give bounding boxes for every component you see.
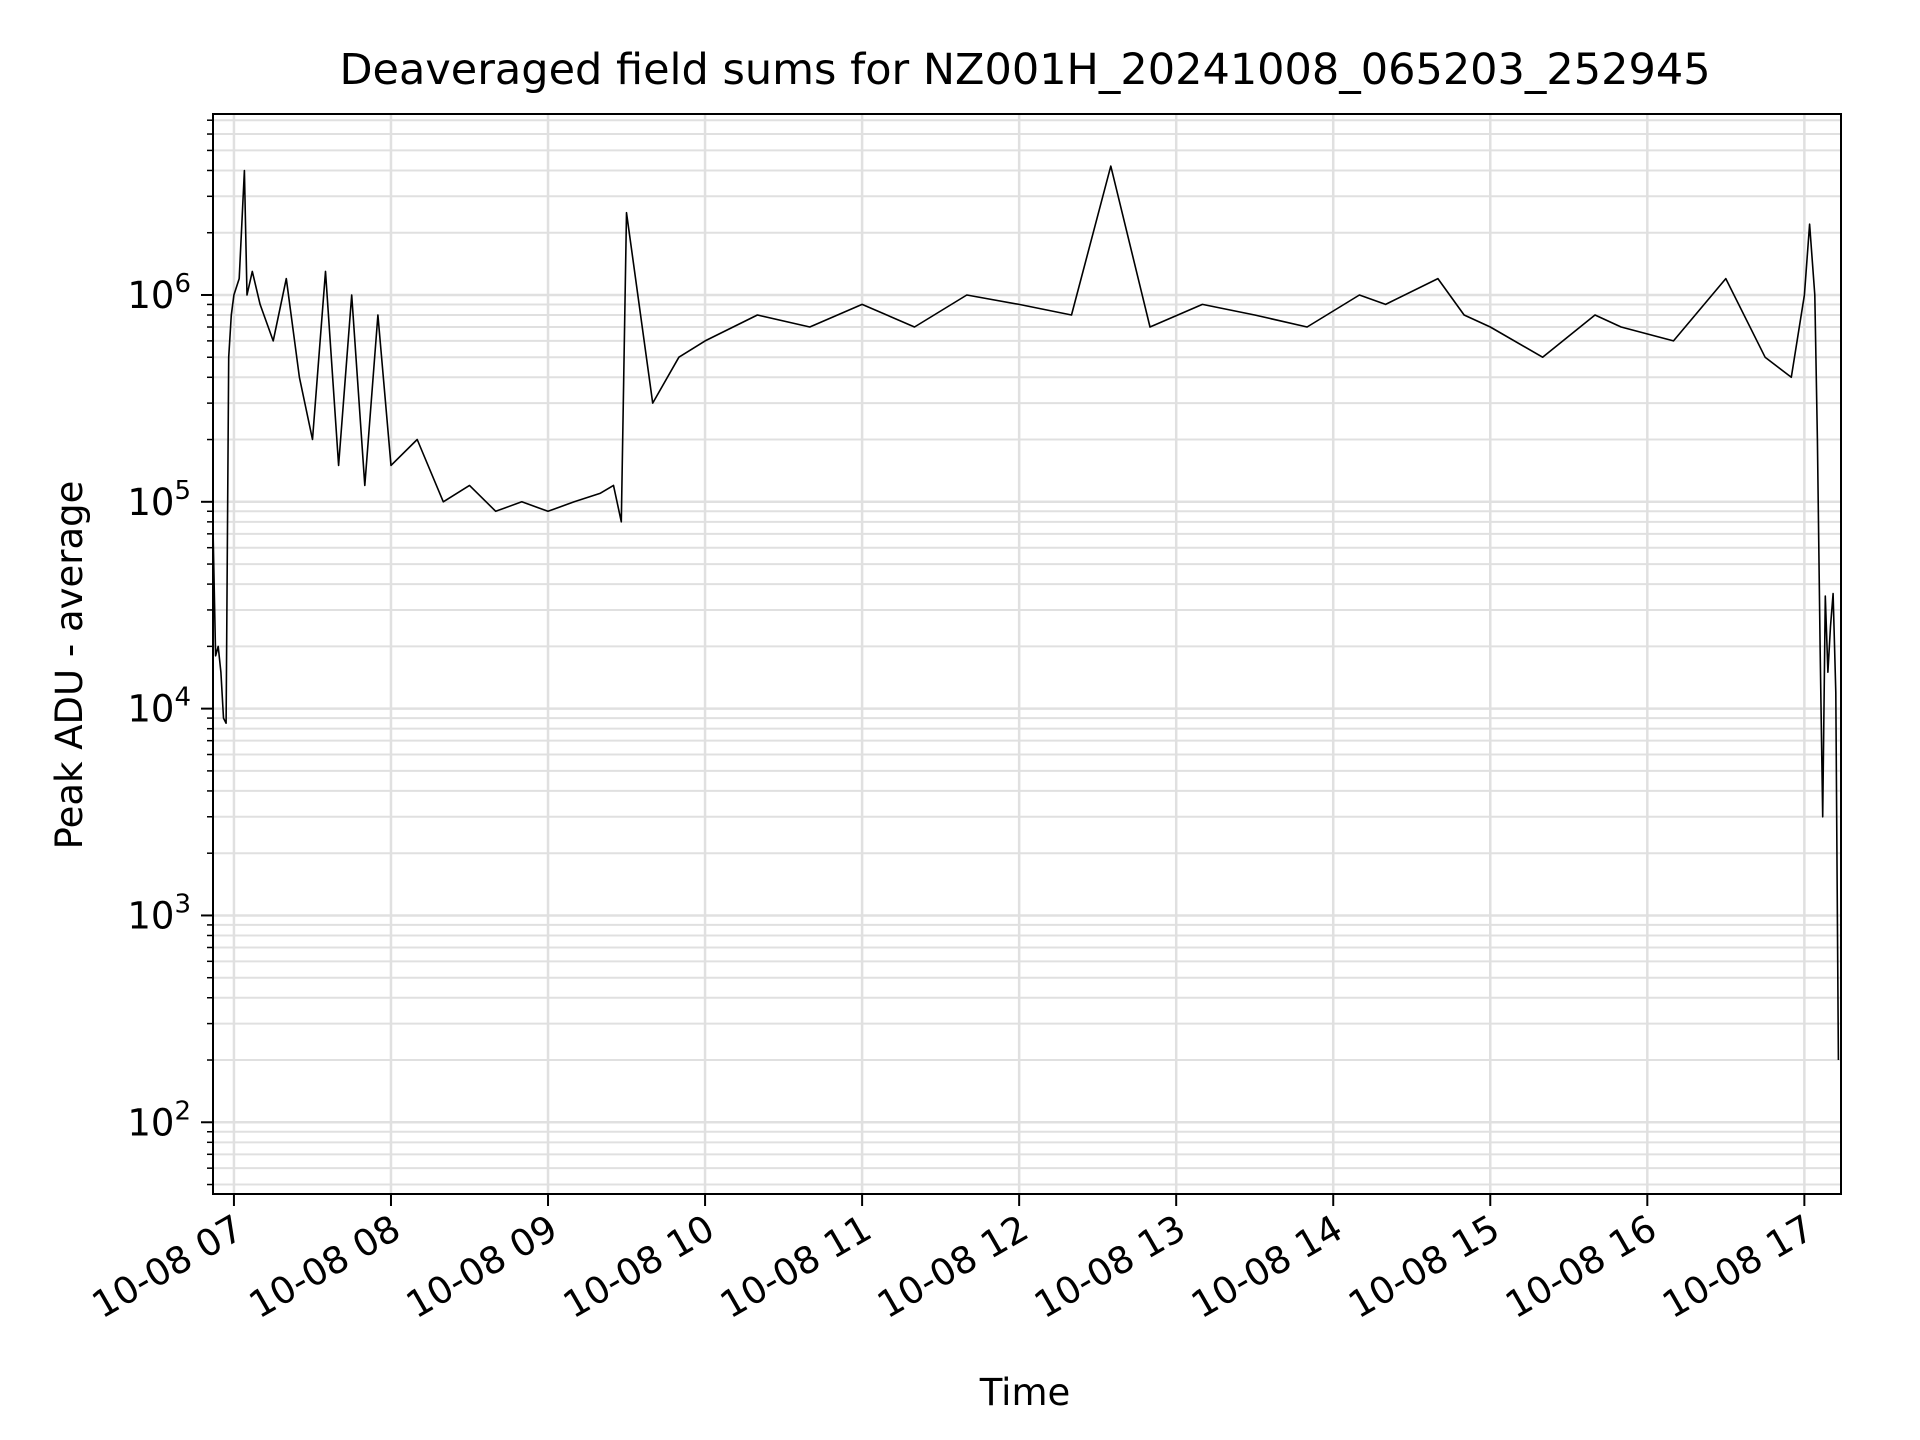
y-tick-label: 103: [127, 889, 191, 937]
plot-area: [212, 165, 1840, 1061]
y-tick-label-base: 10: [127, 1101, 174, 1144]
y-tick-label-exponent: 3: [174, 889, 191, 919]
y-tick-label-exponent: 4: [174, 683, 191, 713]
y-tick-label-base: 10: [127, 481, 174, 524]
grid: [213, 114, 1841, 1194]
y-tick-label: 104: [127, 683, 191, 731]
y-tick-label: 106: [127, 269, 191, 317]
plot-frame: [212, 113, 1842, 1195]
y-tick-label: 102: [127, 1096, 191, 1144]
y-tick-label-exponent: 5: [174, 476, 191, 506]
y-tick-label-base: 10: [127, 274, 174, 317]
y-tick-label: 105: [127, 476, 191, 524]
x-axis-label: Time: [979, 1371, 1071, 1414]
y-tick-label-exponent: 6: [174, 269, 191, 299]
y-tick-label-base: 10: [127, 894, 174, 937]
series-line-0: [212, 165, 1840, 1061]
chart-title: Deaveraged field sums for NZ001H_2024100…: [339, 45, 1710, 95]
y-axis-label: Peak ADU - average: [48, 481, 91, 850]
y-tick-label-base: 10: [127, 688, 174, 731]
y-tick-label-exponent: 2: [174, 1096, 191, 1126]
